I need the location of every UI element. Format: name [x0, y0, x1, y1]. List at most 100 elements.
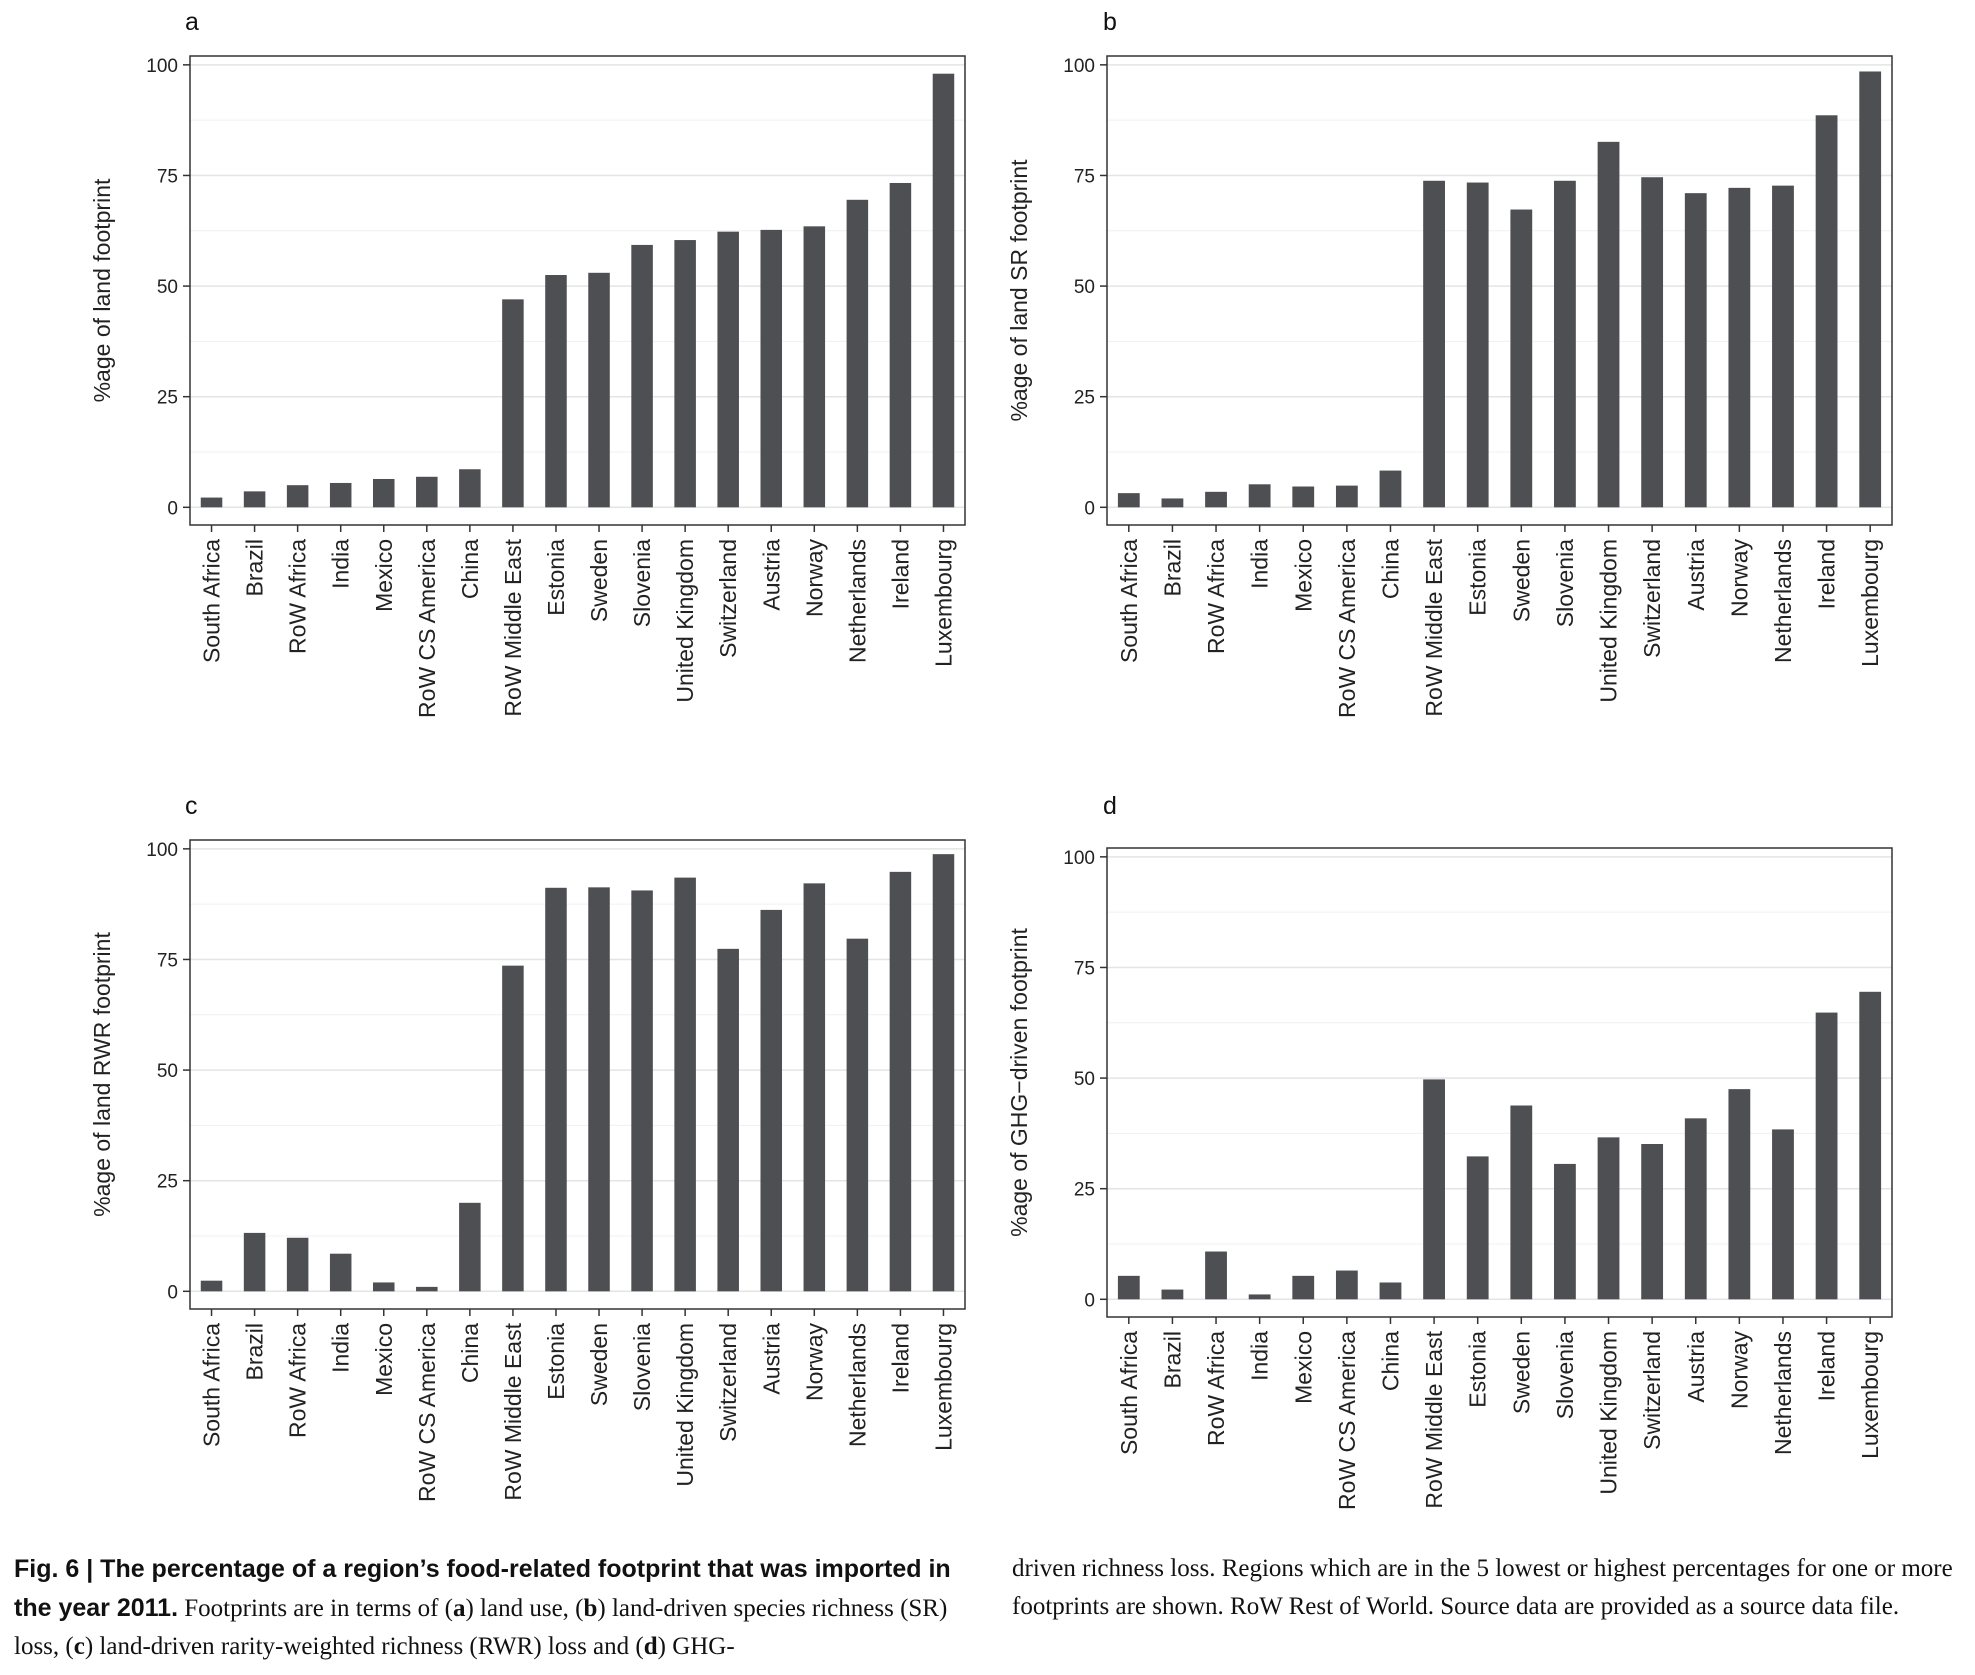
- panel-border: [1106, 847, 1893, 1318]
- bar-switzerland: [1641, 1144, 1664, 1300]
- x-tick-label: China: [457, 539, 483, 599]
- bar-india: [1248, 1294, 1271, 1300]
- bar-ireland: [889, 182, 912, 508]
- y-tick-label: 50: [157, 1061, 178, 1082]
- bar-netherlands: [846, 938, 869, 1292]
- bar-brazil: [243, 1232, 266, 1292]
- bar-mexico: [1292, 1275, 1315, 1300]
- bar-mexico: [1292, 486, 1315, 508]
- x-tick-label: Austria: [758, 539, 784, 611]
- x-tick-label: South Africa: [1116, 539, 1142, 663]
- x-tick-label: Netherlands: [844, 539, 870, 663]
- x-tick-label: RoW Africa: [1203, 1331, 1229, 1446]
- panel-label-b: b: [1103, 8, 1117, 36]
- x-tick-label: Estonia: [1465, 1331, 1491, 1408]
- x-tick-label: Ireland: [887, 1323, 913, 1393]
- x-tick-label: Estonia: [1465, 539, 1491, 616]
- figure-caption-right: driven richness loss. Regions which are …: [1012, 1550, 1972, 1626]
- y-tick-label: 100: [1063, 848, 1095, 869]
- bar-row-africa: [286, 1237, 309, 1292]
- bar-sweden: [588, 887, 610, 1292]
- caption-text-3: ) land-driven species richness (SR) loss…: [14, 1595, 948, 1660]
- bar-row-africa: [1205, 491, 1227, 508]
- bar-south-africa: [1117, 1275, 1140, 1300]
- bar-netherlands: [846, 199, 869, 508]
- x-tick-label: Luxembourg: [1857, 1331, 1883, 1459]
- x-tick-label: Switzerland: [1639, 539, 1665, 658]
- bar-row-middle-east: [502, 299, 524, 508]
- x-tick-label: Luxembourg: [930, 1323, 956, 1451]
- x-tick-label: RoW CS America: [414, 539, 440, 718]
- x-tick-label: Slovenia: [1552, 1331, 1578, 1419]
- y-tick-label: 25: [1074, 1180, 1095, 1201]
- bar-ireland: [1815, 1012, 1838, 1300]
- caption-text-right: driven richness loss. Regions which are …: [1012, 1555, 1953, 1620]
- x-tick-label: Luxembourg: [1857, 539, 1883, 667]
- x-tick-label: RoW Middle East: [500, 1322, 526, 1500]
- panel-border: [1106, 55, 1893, 526]
- bar-mexico: [372, 478, 395, 508]
- x-tick-label: United Kingdom: [1596, 1331, 1622, 1495]
- figure-caption-left: Fig. 6 | The percentage of a region’s fo…: [14, 1550, 974, 1666]
- bar-ireland: [1815, 115, 1838, 508]
- panel-border: [189, 55, 966, 526]
- x-tick-label: RoW Africa: [285, 539, 311, 654]
- x-tick-label: Slovenia: [629, 1323, 655, 1411]
- bar-row-middle-east: [1423, 180, 1445, 508]
- bar-netherlands: [1772, 185, 1794, 508]
- y-tick-label: 75: [157, 950, 178, 971]
- x-tick-label: Estonia: [543, 539, 569, 616]
- bar-sweden: [588, 272, 610, 508]
- y-tick-label: 0: [1084, 1290, 1095, 1311]
- y-tick-label: 0: [167, 498, 178, 519]
- bar-china: [1379, 470, 1402, 508]
- x-tick-label: India: [1247, 539, 1273, 589]
- bar-row-cs-america: [1335, 485, 1358, 508]
- x-tick-label: Sweden: [1508, 1331, 1534, 1414]
- bar-south-africa: [1117, 493, 1140, 508]
- bar-slovenia: [1554, 180, 1576, 508]
- caption-text-2: ) land use, (: [465, 1595, 584, 1622]
- y-tick-label: 75: [1074, 958, 1095, 979]
- x-tick-label: Slovenia: [1552, 539, 1578, 627]
- panel-label-a: a: [185, 8, 199, 36]
- bar-austria: [1684, 193, 1707, 508]
- x-tick-label: India: [328, 1323, 354, 1373]
- x-tick-label: Switzerland: [715, 539, 741, 658]
- bar-austria: [760, 909, 783, 1292]
- caption-text-1: Footprints are in terms of (: [178, 1595, 453, 1622]
- bar-slovenia: [1554, 1163, 1576, 1300]
- bar-row-cs-america: [1335, 1270, 1358, 1300]
- y-axis-label: %age of land SR footprint: [1006, 159, 1032, 422]
- chart-panel-b: b 0 25 50 75 100 South Africa Brazil RoW Africa I…: [1006, 8, 1893, 718]
- y-axis-label: %age of GHG−driven footprint: [1006, 928, 1032, 1237]
- y-tick-label: 75: [157, 166, 178, 187]
- x-tick-label: India: [328, 539, 354, 589]
- y-tick-label: 0: [1084, 498, 1095, 519]
- x-tick-label: China: [1377, 1331, 1403, 1391]
- x-tick-label: RoW CS America: [1334, 1331, 1360, 1510]
- x-tick-label: RoW CS America: [1334, 539, 1360, 718]
- x-tick-label: RoW Middle East: [500, 538, 526, 716]
- x-tick-label: Ireland: [887, 539, 913, 609]
- x-tick-label: South Africa: [1116, 1331, 1142, 1455]
- bar-china: [1379, 1282, 1402, 1300]
- bar-estonia: [1466, 182, 1489, 508]
- x-tick-label: Mexico: [1290, 1331, 1316, 1404]
- caption-ref-a: a: [452, 1595, 466, 1622]
- x-tick-label: Sweden: [1508, 539, 1534, 622]
- bar-united-kingdom: [674, 240, 696, 508]
- bar-luxembourg: [1859, 991, 1882, 1300]
- bar-row-africa: [1205, 1251, 1227, 1300]
- bar-row-middle-east: [502, 965, 524, 1292]
- x-tick-label: Austria: [1683, 1331, 1709, 1403]
- y-tick-label: 50: [1074, 277, 1095, 298]
- x-tick-label: Brazil: [242, 539, 268, 597]
- chart-panel-a: a 0 25 50 75 100 South Africa Brazil RoW Africa I…: [89, 8, 966, 718]
- y-axis-label: %age of land footprint: [89, 178, 115, 402]
- bar-china: [459, 1202, 481, 1292]
- y-tick-label: 25: [1074, 388, 1095, 409]
- bar-norway: [1728, 187, 1751, 508]
- x-tick-label: RoW Africa: [285, 1323, 311, 1438]
- figure-canvas: a 0 25 50 75 100 South Africa Brazil RoW Africa I…: [89, 8, 1893, 1510]
